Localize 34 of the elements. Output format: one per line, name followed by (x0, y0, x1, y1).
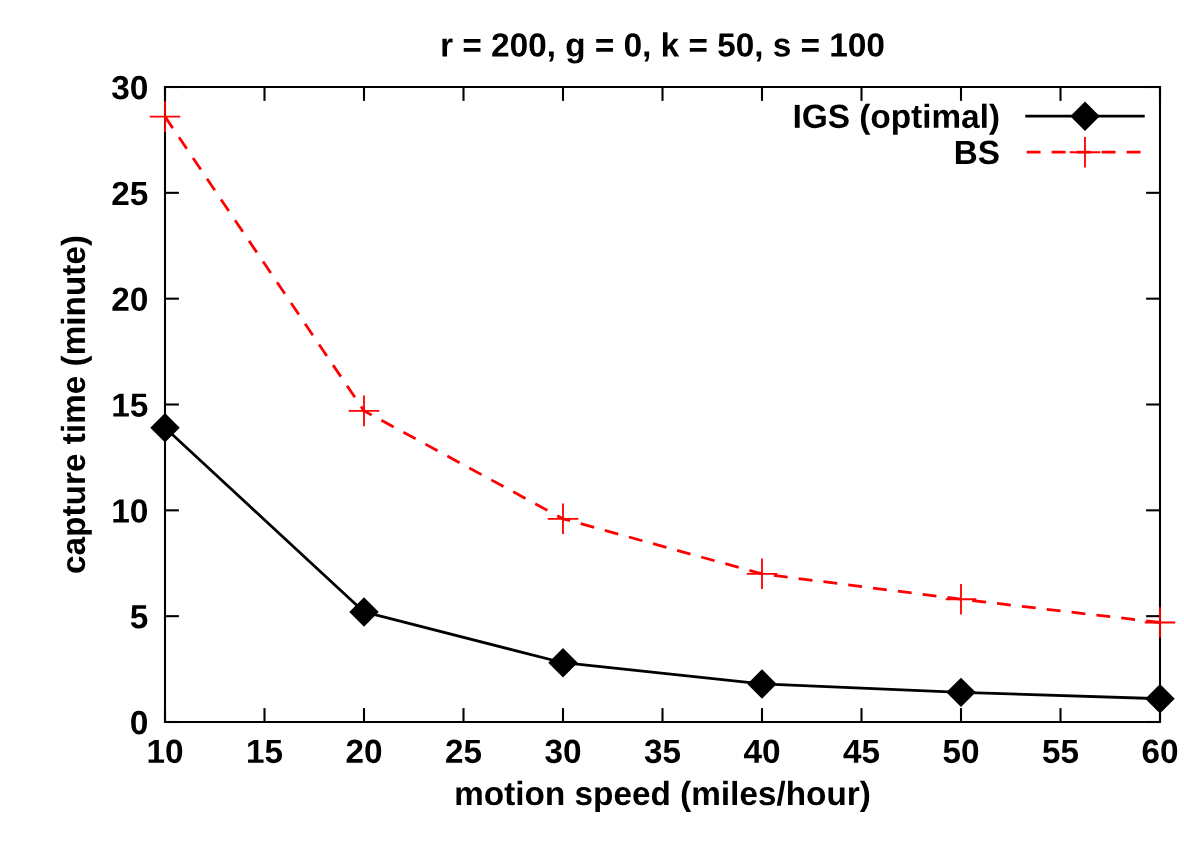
y-tick-label: 20 (112, 287, 147, 312)
point (349, 597, 379, 627)
point (547, 503, 579, 535)
x-tick-label: 60 (1142, 739, 1178, 764)
x-tick-label: 10 (148, 739, 183, 764)
y-tick-label: 15 (113, 393, 148, 417)
y-tick-label: 5 (130, 605, 148, 629)
legend-label: IGS (optimal) (794, 103, 999, 135)
y-axis-title: capture time (minute) (60, 236, 92, 573)
point (548, 648, 578, 677)
x-tick-label: 55 (1042, 739, 1079, 764)
point (1145, 684, 1175, 713)
point (150, 413, 180, 442)
chart-title: r = 200, g = 0, k = 50, s = 100 (442, 32, 884, 64)
point (945, 583, 977, 615)
point (149, 101, 181, 132)
x-tick-label: 35 (644, 739, 681, 764)
y-tick-label: 0 (131, 710, 147, 735)
x-tick-label: 50 (943, 739, 979, 764)
x-tick-label: 40 (743, 739, 780, 764)
x-tick-label: 20 (346, 739, 382, 764)
point (348, 395, 380, 427)
y-tick-label: 25 (112, 181, 148, 206)
x-tick-label: 45 (843, 739, 880, 764)
y-tick-label: 10 (113, 499, 147, 523)
y-tick-label: 30 (112, 75, 147, 100)
x-tick-label: 25 (446, 739, 482, 764)
x-tick-label: 15 (248, 739, 283, 764)
x-tick-label: 30 (545, 739, 581, 764)
point (747, 669, 777, 699)
point (946, 678, 976, 707)
point (746, 558, 778, 590)
legend-label: BS (955, 140, 999, 165)
x-axis-title: motion speed (miles/hour) (456, 780, 870, 812)
